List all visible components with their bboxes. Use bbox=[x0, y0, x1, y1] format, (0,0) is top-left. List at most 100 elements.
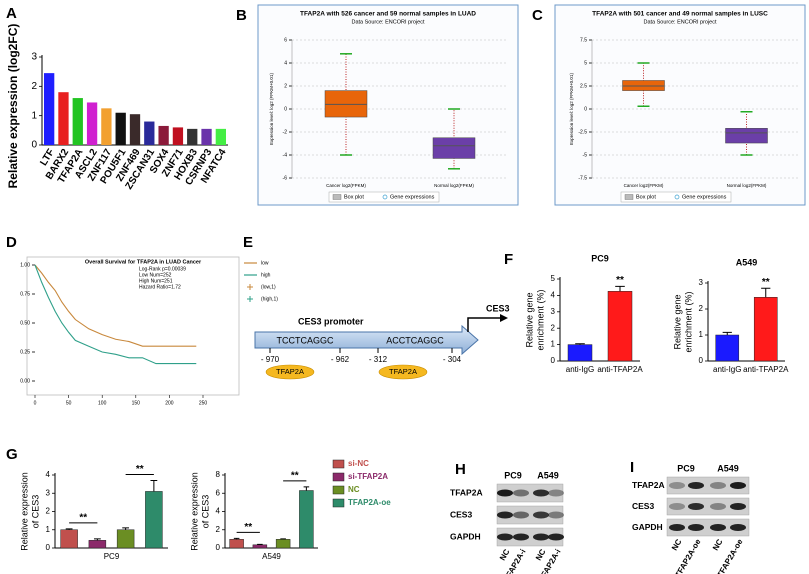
blot-band bbox=[688, 503, 704, 510]
y-tick-label: 5 bbox=[584, 60, 587, 66]
x-tick-label: anti-TFAP2A bbox=[597, 365, 643, 374]
legend-label: high bbox=[261, 272, 271, 278]
box bbox=[725, 128, 768, 144]
binding-sequence: TCCTCAGGC bbox=[277, 335, 334, 345]
survival-curve bbox=[34, 264, 197, 365]
chart-title: TFAP2A with 526 cancer and 59 normal sam… bbox=[300, 11, 476, 18]
chart-title: TFAP2A with 501 cancer and 49 normal sam… bbox=[592, 11, 768, 18]
panel-frame bbox=[26, 256, 240, 396]
legend-marker bbox=[247, 284, 253, 290]
blot-band bbox=[533, 533, 549, 541]
promoter-title: CES3 promoter bbox=[298, 316, 364, 326]
panel-label: A bbox=[6, 5, 17, 22]
bar bbox=[145, 491, 163, 549]
blot-band bbox=[710, 482, 726, 489]
gene-label: CES3 bbox=[486, 303, 510, 313]
y-tick-label: 8 bbox=[216, 470, 221, 479]
panel-label: G bbox=[6, 446, 18, 463]
bar bbox=[129, 114, 141, 145]
y-tick-label: 2 bbox=[31, 81, 37, 92]
bar bbox=[567, 344, 593, 362]
chart-subtitle: Data Source: ENCORI project bbox=[351, 19, 425, 25]
blot-band bbox=[533, 511, 549, 519]
legend-swatch bbox=[332, 194, 342, 200]
bar bbox=[252, 544, 268, 549]
bar bbox=[158, 125, 169, 145]
protein-label: GAPDH bbox=[450, 531, 481, 541]
y-tick-label: 5 bbox=[551, 274, 556, 283]
y-tick-label: -6 bbox=[283, 175, 288, 181]
y-axis-label: of CES3 bbox=[30, 495, 40, 529]
bar bbox=[88, 540, 107, 549]
x-tick-label: anti-TFAP2A bbox=[743, 365, 789, 374]
panel-label: I bbox=[630, 459, 634, 476]
error-bar bbox=[722, 331, 732, 335]
y-tick-label: 3 bbox=[551, 307, 556, 316]
significance: ** bbox=[762, 277, 770, 288]
y-tick-label: 0.25 bbox=[20, 349, 30, 355]
legend-swatch bbox=[332, 472, 345, 482]
annotation: Log-Rank p=0.00039 bbox=[139, 266, 186, 272]
y-axis-label: Relative gene bbox=[672, 294, 682, 349]
legend-swatch bbox=[332, 459, 345, 469]
error-bar bbox=[150, 479, 158, 492]
transcription-factor bbox=[265, 364, 315, 380]
y-tick-label: -2 bbox=[283, 129, 288, 135]
y-tick-label: 3 bbox=[46, 488, 51, 497]
legend-label: (low,1) bbox=[261, 284, 276, 290]
cell-line-label: PC9 bbox=[677, 463, 695, 473]
y-tick-label: 3 bbox=[31, 52, 37, 63]
chart-title: PC9 bbox=[591, 253, 609, 263]
box bbox=[324, 90, 368, 118]
y-axis-label: enrichment (%) bbox=[683, 291, 693, 352]
y-tick-label: 0 bbox=[31, 140, 37, 151]
y-tick-label: 0 bbox=[284, 106, 287, 112]
legend-label: (high,1) bbox=[261, 296, 278, 302]
error-bar bbox=[122, 527, 130, 530]
tss-arrow bbox=[467, 317, 500, 332]
y-axis-label: Expression level: log2 (FPKM+0.01) bbox=[569, 73, 574, 145]
panel-frame bbox=[554, 4, 806, 206]
x-tick-label: 100 bbox=[98, 400, 107, 406]
blot-band bbox=[710, 503, 726, 510]
y-tick-label: 3 bbox=[699, 278, 704, 287]
x-tick-label: 250 bbox=[199, 400, 208, 406]
legend-swatch bbox=[624, 194, 634, 200]
bar bbox=[115, 112, 126, 145]
error-bar bbox=[93, 538, 101, 541]
blot-band bbox=[688, 482, 704, 489]
site-start: - 970 bbox=[261, 355, 280, 364]
y-axis-label: Relative gene bbox=[524, 292, 534, 347]
x-tick-label: 0 bbox=[34, 400, 37, 406]
legend-swatch bbox=[332, 485, 345, 495]
x-tick-label: 50 bbox=[66, 400, 72, 406]
y-tick-label: -7.5 bbox=[578, 175, 587, 181]
lane-label: NC bbox=[711, 537, 725, 552]
y-axis-label: Relative expression bbox=[189, 472, 199, 551]
site-end: - 962 bbox=[331, 355, 350, 364]
bar bbox=[715, 334, 740, 362]
tss-arrowhead bbox=[500, 314, 508, 322]
protein-label: TFAP2A bbox=[450, 487, 483, 497]
significance: ** bbox=[79, 512, 87, 523]
y-tick-label: 0.00 bbox=[20, 378, 30, 384]
lane-label: NC bbox=[670, 537, 684, 552]
chart-title: Overall Survival for TFAP2A in LUAD Canc… bbox=[85, 259, 202, 265]
x-tick-label: anti-IgG bbox=[566, 365, 594, 374]
blot-band bbox=[513, 511, 529, 519]
bar bbox=[116, 529, 135, 549]
blot-band bbox=[730, 482, 746, 489]
legend-marker bbox=[674, 194, 680, 200]
survival-curve bbox=[34, 264, 197, 347]
y-axis-label: Expression level: log2 (FPKM+0.01) bbox=[269, 73, 274, 145]
y-tick-label: 0 bbox=[216, 543, 221, 552]
y-axis-label: enrichment (%) bbox=[535, 289, 545, 350]
bar bbox=[172, 127, 184, 145]
blot-band bbox=[533, 489, 549, 497]
y-tick-label: 6 bbox=[216, 488, 221, 497]
bar bbox=[607, 291, 633, 362]
panel-label: C bbox=[532, 7, 543, 24]
significance: ** bbox=[244, 522, 252, 533]
bar bbox=[229, 539, 244, 549]
